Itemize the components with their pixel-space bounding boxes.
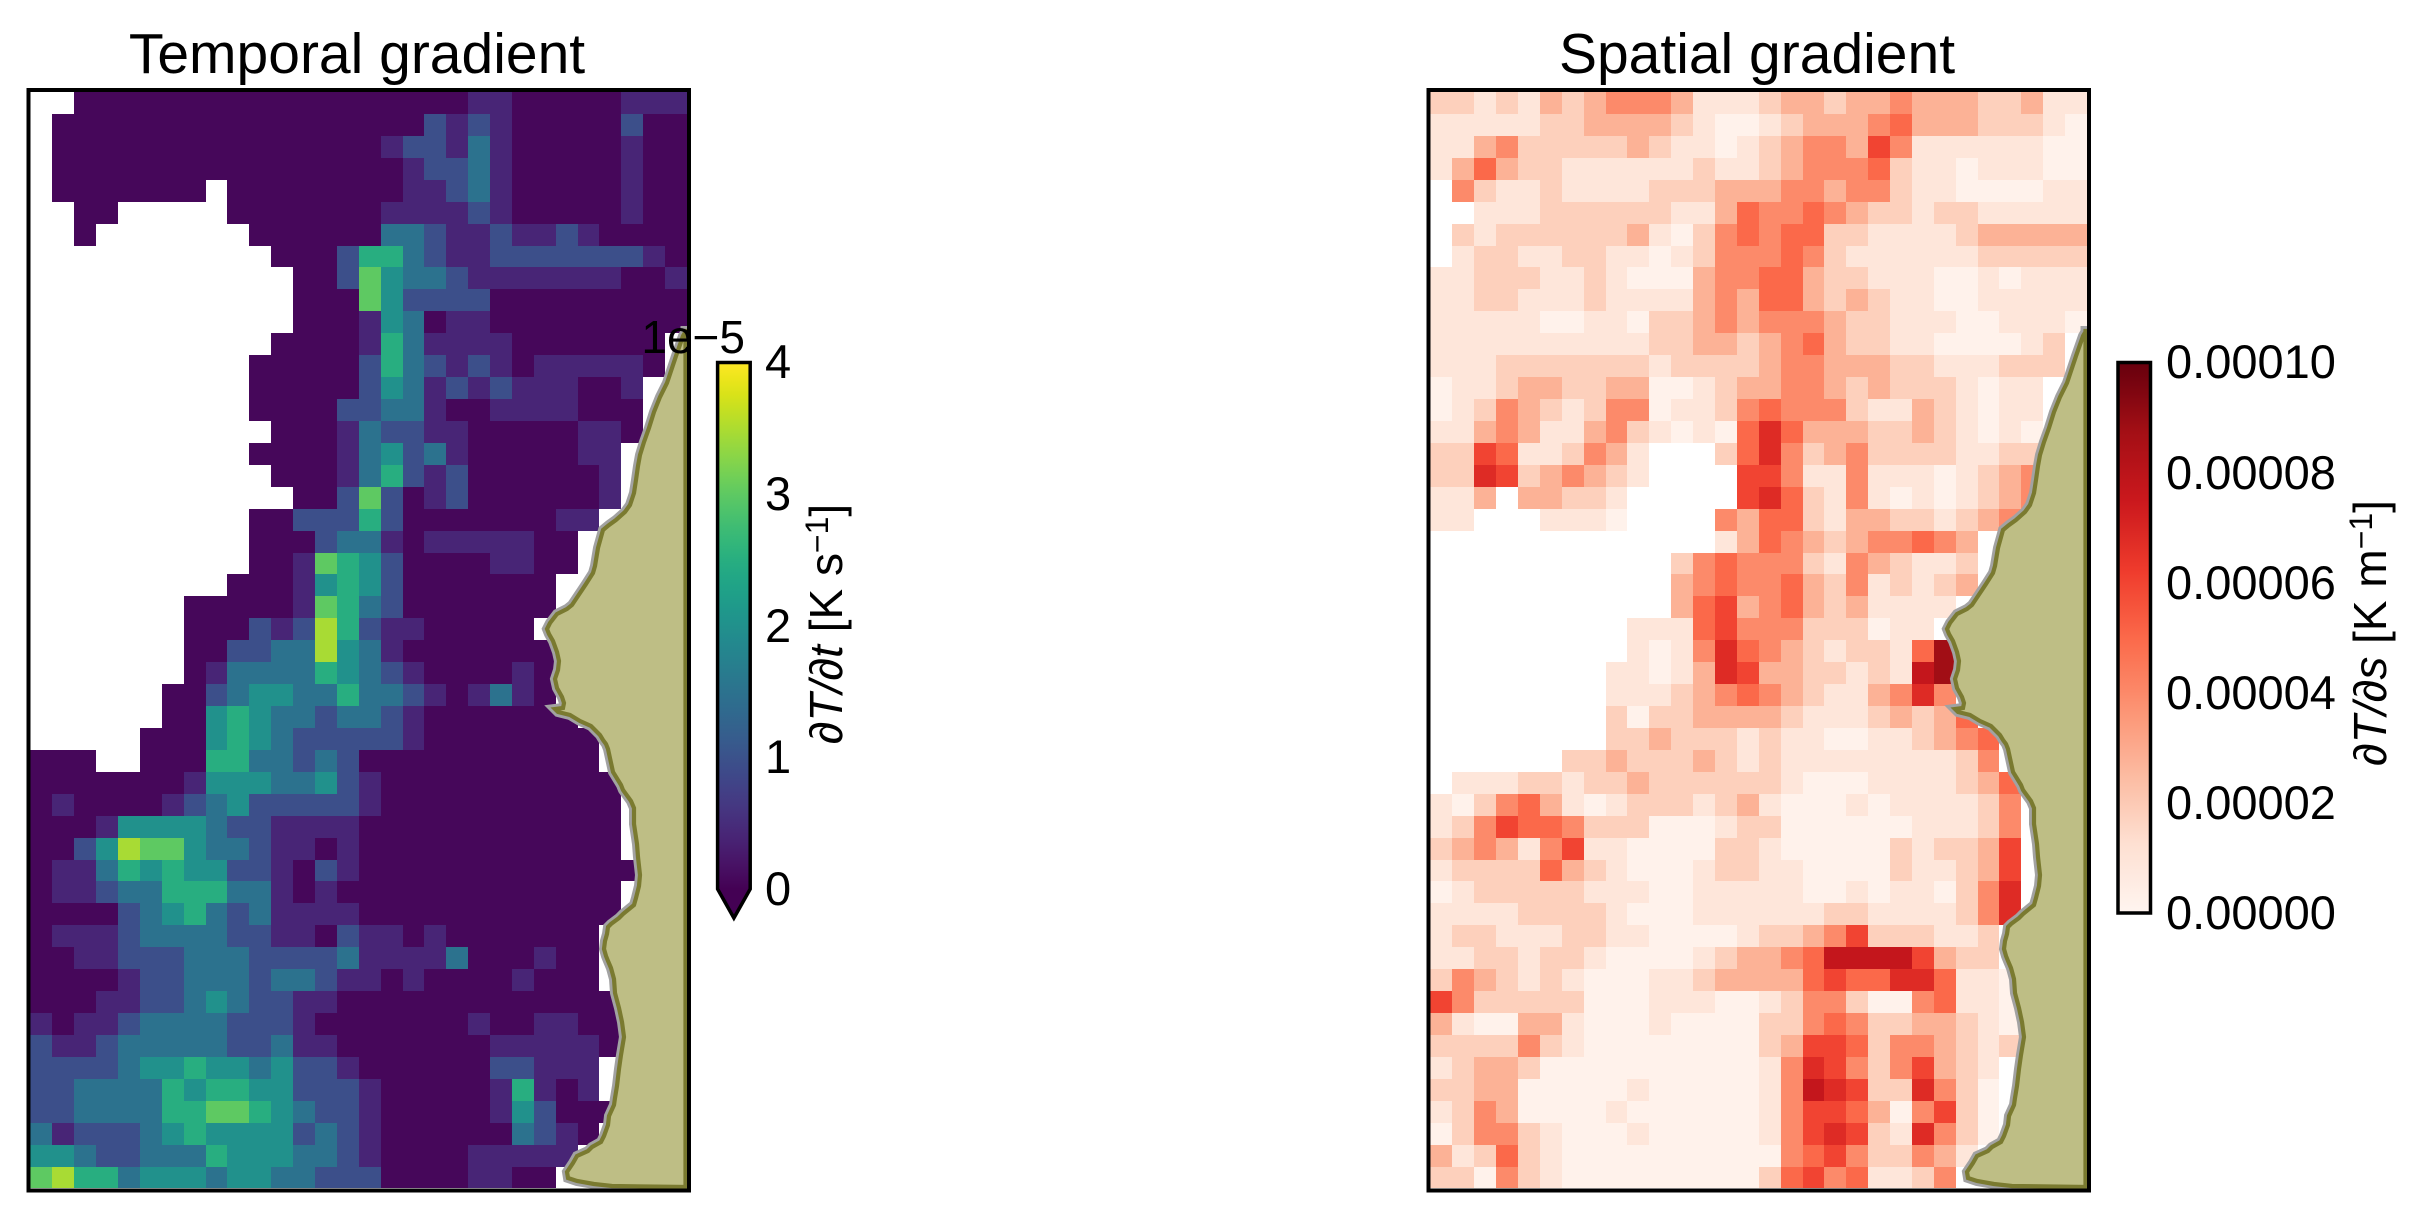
svg-text:0.00004: 0.00004 <box>2166 666 2336 719</box>
svg-text:Spatial gradient: Spatial gradient <box>1559 22 1955 86</box>
svg-text:0.00010: 0.00010 <box>2166 335 2336 388</box>
svg-text:Temporal gradient: Temporal gradient <box>129 22 585 86</box>
svg-text:0.00008: 0.00008 <box>2166 446 2336 499</box>
svg-text:1: 1 <box>765 730 791 783</box>
svg-text:3: 3 <box>765 467 791 520</box>
svg-text:1e−5: 1e−5 <box>641 311 745 363</box>
svg-text:0.00002: 0.00002 <box>2166 776 2336 829</box>
svg-text:0: 0 <box>765 862 791 915</box>
svg-text:0.00000: 0.00000 <box>2166 886 2336 939</box>
svg-text:4: 4 <box>765 335 791 388</box>
svg-text:2: 2 <box>765 599 791 652</box>
svg-text:0.00006: 0.00006 <box>2166 556 2336 609</box>
